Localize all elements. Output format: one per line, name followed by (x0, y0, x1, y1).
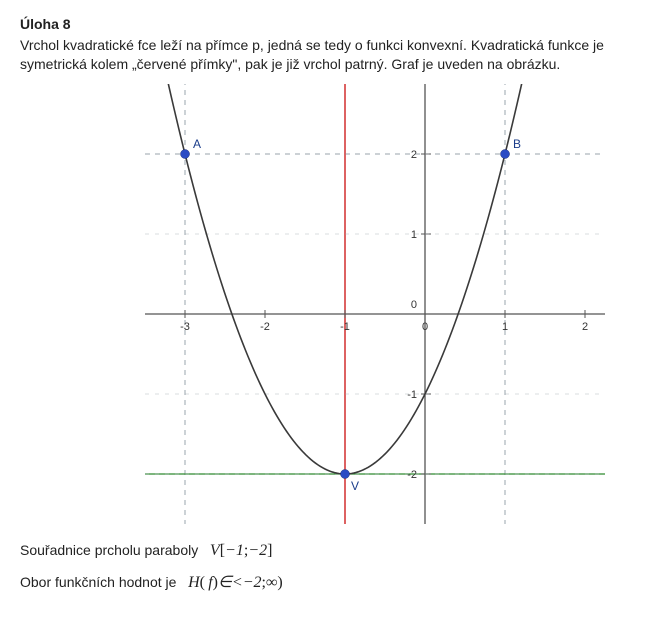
range-value: H( f)∈<−2;∞) (188, 574, 283, 591)
svg-text:0: 0 (422, 321, 428, 333)
vertex-value: V[−1;−2] (210, 542, 272, 559)
vertex-label: Souřadnice prcholu paraboly (20, 542, 198, 558)
svg-text:V: V (351, 479, 359, 493)
desc-line-2: symetrická kolem „červené přímky", pak j… (20, 56, 560, 72)
svg-text:-1: -1 (340, 321, 350, 333)
svg-text:2: 2 (582, 321, 588, 333)
svg-text:2: 2 (411, 149, 417, 161)
task-description: Vrchol kvadratické fce leží na přímce p,… (20, 36, 640, 74)
svg-text:-3: -3 (180, 321, 190, 333)
parabola-chart: -3-2-1012-3-2-101234ABV (55, 84, 605, 524)
svg-text:B: B (513, 137, 521, 151)
desc-line-1: Vrchol kvadratické fce leží na přímce p,… (20, 37, 604, 53)
svg-text:-2: -2 (407, 469, 417, 481)
svg-text:-2: -2 (260, 321, 270, 333)
range-label: Obor funkčních hodnot je (20, 574, 176, 590)
svg-text:1: 1 (411, 229, 417, 241)
svg-text:-1: -1 (407, 389, 417, 401)
answers-block: Souřadnice prcholu paraboly V[−1;−2] Obo… (20, 542, 640, 592)
vertex-answer: Souřadnice prcholu paraboly V[−1;−2] (20, 542, 640, 560)
svg-text:1: 1 (502, 321, 508, 333)
chart-container: -3-2-1012-3-2-101234ABV (20, 84, 640, 524)
svg-text:0: 0 (411, 299, 417, 311)
svg-text:A: A (193, 137, 201, 151)
range-answer: Obor funkčních hodnot je H( f)∈<−2;∞) (20, 572, 640, 592)
task-title: Úloha 8 (20, 16, 640, 32)
